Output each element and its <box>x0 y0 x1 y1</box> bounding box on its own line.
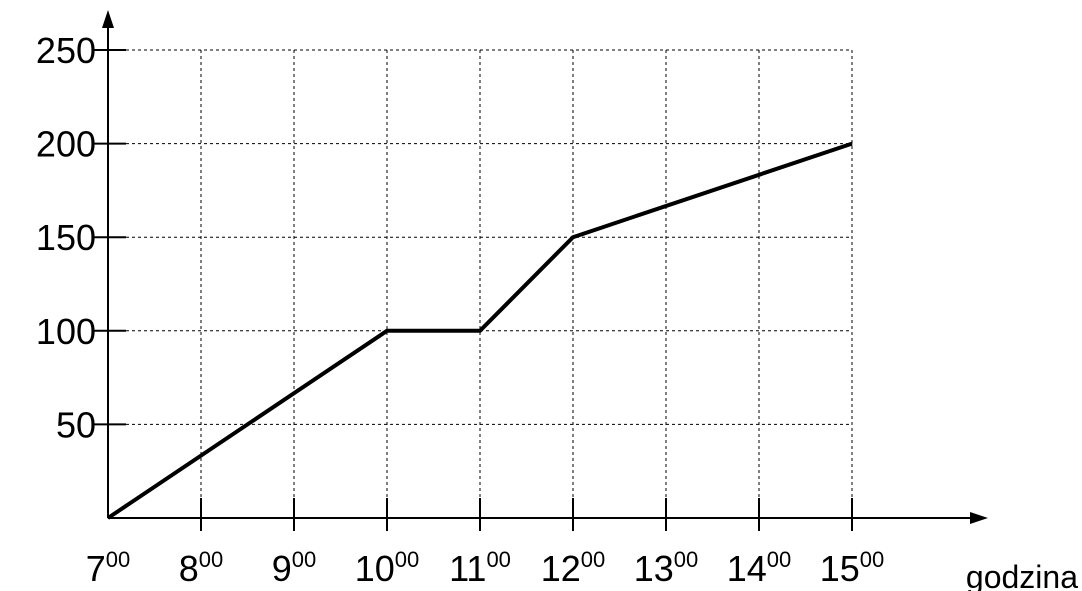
x-axis-label: godzina <box>966 559 1078 591</box>
y-tick-label: 200 <box>36 124 96 165</box>
series-layer <box>106 141 853 520</box>
x-axis-arrow-icon <box>970 512 988 524</box>
x-tick-label: 900 <box>272 547 317 589</box>
x-tick-label: 700 <box>86 547 131 589</box>
x-tick-label: 1100 <box>449 547 511 589</box>
data-point <box>479 330 481 332</box>
y-axis-arrow-icon <box>102 10 114 28</box>
x-tick-label: 800 <box>179 547 224 589</box>
y-tick-label: 100 <box>36 311 96 352</box>
y-tick-label: 150 <box>36 217 96 258</box>
x-tick-label: 1500 <box>820 547 885 589</box>
data-point <box>851 143 853 145</box>
x-tick-label: 1300 <box>634 547 699 589</box>
grid <box>108 49 853 518</box>
x-tick-label: 1400 <box>727 547 792 589</box>
x-tick-label: 1200 <box>541 547 606 589</box>
data-point <box>572 236 574 238</box>
axes <box>94 10 988 531</box>
tick-labels: 50 100 150 200 250 700 800 900 1000 1100 1200 1300 1… <box>36 30 884 589</box>
data-point <box>107 517 109 519</box>
y-tick-label: 50 <box>56 404 96 445</box>
x-tick-label: 1000 <box>355 547 420 589</box>
y-tick-label: 250 <box>36 30 96 71</box>
data-point <box>386 330 388 332</box>
